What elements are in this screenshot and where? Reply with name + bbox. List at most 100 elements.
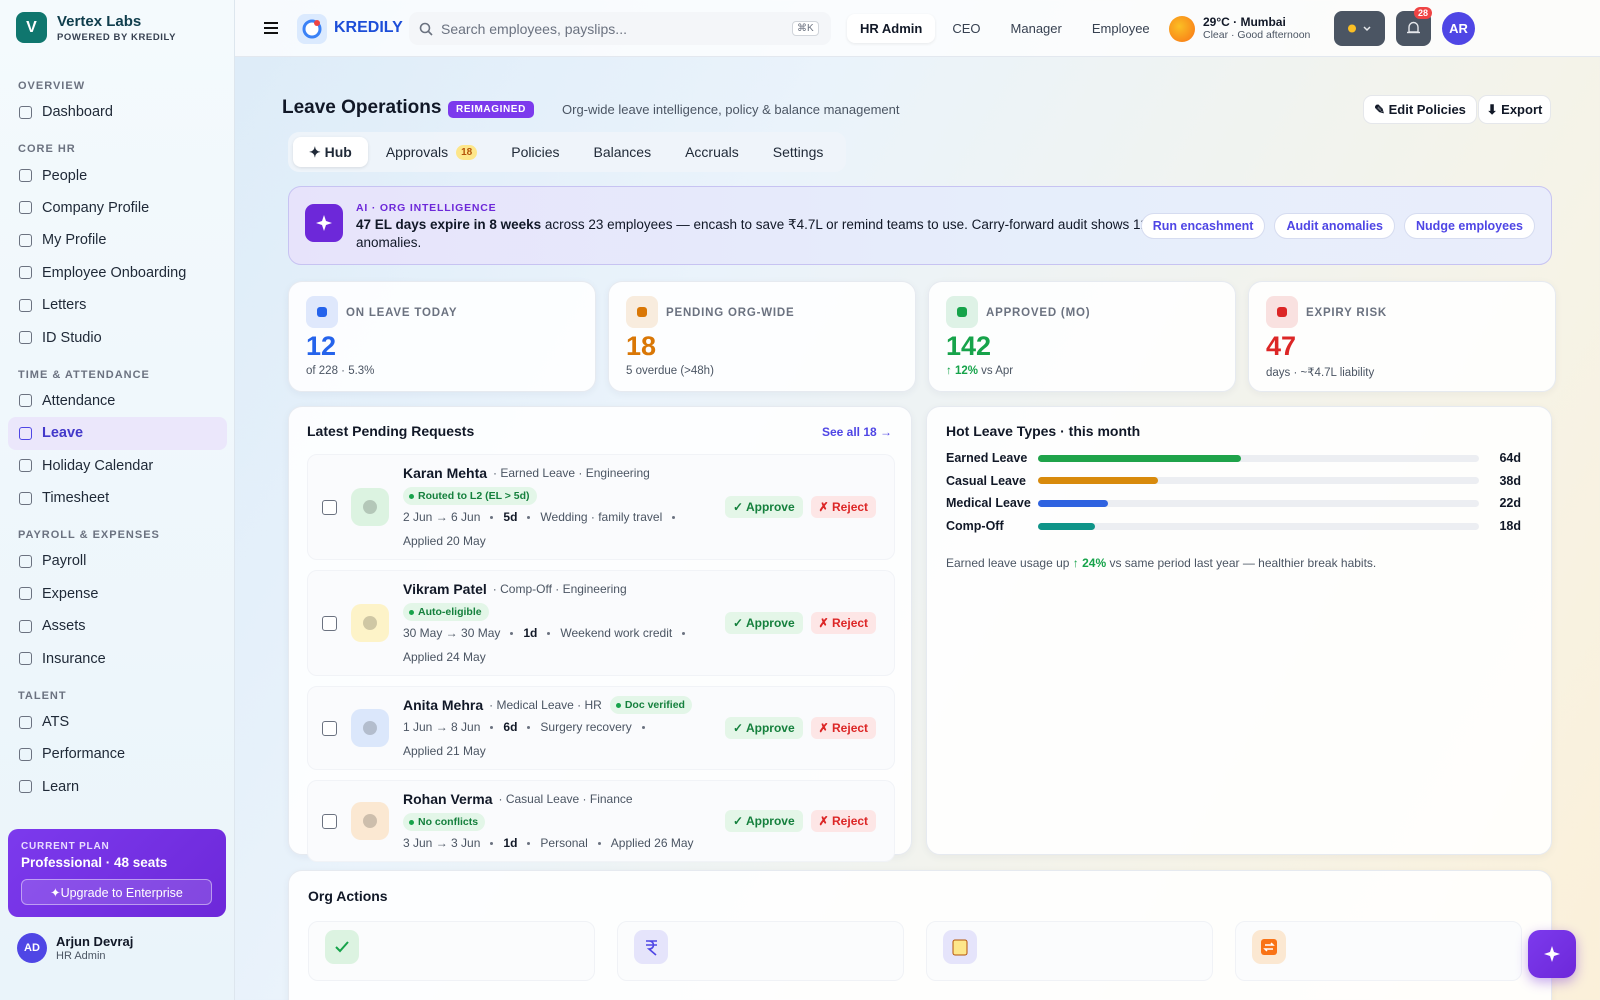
nav-label: Performance	[42, 746, 126, 763]
notifications-button[interactable]: 28	[1396, 7, 1433, 46]
separator	[527, 515, 531, 519]
bell-icon	[1407, 21, 1420, 34]
reject-button[interactable]: ✗ Reject	[810, 496, 877, 518]
request-checkbox[interactable]	[322, 813, 337, 829]
tab[interactable]: Balances	[577, 137, 667, 167]
approve-button[interactable]: ✓ Approve	[725, 496, 803, 518]
user-name: Arjun Devraj	[56, 934, 134, 949]
tab[interactable]: Policies	[495, 137, 575, 167]
org-action-icon	[634, 930, 668, 964]
nav-label: ID Studio	[42, 329, 102, 346]
hot-leave-panel: Hot Leave Types · this month Earned Leav…	[926, 406, 1552, 855]
org-action-card[interactable]	[1235, 921, 1522, 981]
upgrade-button[interactable]: ✦Upgrade to Enterprise	[21, 879, 212, 905]
tab[interactable]: Approvals 18	[370, 137, 493, 167]
request-checkbox[interactable]	[322, 499, 337, 515]
nav-item[interactable]: Dashboard	[8, 96, 227, 128]
role-tab[interactable]: CEO	[952, 21, 981, 36]
request-row: Rohan Verma · Casual Leave · Finance No co…	[307, 780, 895, 862]
kpi-sub: vs Apr	[977, 365, 1014, 377]
brand-name: Vertex Labs	[57, 13, 142, 30]
request-days: 1d	[503, 836, 518, 850]
approve-button[interactable]: ✓ Approve	[725, 612, 803, 634]
nav-item[interactable]: Assets	[8, 610, 227, 642]
nav-item[interactable]: Company Profile	[8, 192, 227, 224]
org-actions-title: Org Actions	[308, 888, 388, 904]
kpi-icon	[946, 296, 978, 328]
see-all-link[interactable]: See all 18 →	[821, 425, 892, 439]
role-tab[interactable]: Employee	[1091, 21, 1150, 36]
request-row: Vikram Patel · Comp-Off · Engineering Auto…	[307, 570, 895, 676]
kpi-icon	[306, 296, 338, 328]
nav-item[interactable]: Expense	[8, 578, 227, 610]
page-title: Leave Operations	[282, 97, 442, 118]
nav-item[interactable]: Attendance	[8, 385, 227, 417]
insight-actions: Run encashment Audit anomalies Nudge emplo…	[1140, 213, 1535, 239]
nav-item[interactable]: Timesheet	[8, 482, 227, 514]
nav-item[interactable]: Learn	[8, 771, 227, 803]
insight-text: 47 EL days expire in 8 weeks across 23 e…	[356, 216, 1156, 252]
nav-icon	[19, 233, 32, 247]
role-tab[interactable]: Manager	[1010, 21, 1062, 36]
nav-item[interactable]: Letters	[8, 289, 227, 321]
search-box[interactable]: Search employees, payslips... ⌘K	[409, 12, 831, 45]
assistant-button[interactable]	[1528, 930, 1576, 978]
role-tab[interactable]: HR Admin	[847, 14, 936, 43]
kpi-value: 47	[1266, 331, 1297, 361]
separator	[510, 631, 514, 635]
note-text: Earned leave usage up	[946, 556, 1073, 570]
nav-icon	[19, 459, 32, 473]
nav: OVERVIEW Dashboard CORE HR People Company Pr…	[0, 76, 235, 822]
theme-button[interactable]	[1334, 11, 1385, 46]
org-action-card[interactable]	[617, 921, 904, 981]
account-avatar[interactable]: AR	[1442, 12, 1475, 45]
nav-item[interactable]: ID Studio	[8, 321, 227, 353]
nav-item[interactable]: Leave	[8, 417, 227, 450]
reject-button[interactable]: ✗ Reject	[810, 717, 877, 739]
separator	[527, 725, 531, 729]
approve-button[interactable]: ✓ Approve	[725, 810, 803, 832]
nav-item[interactable]: People	[8, 159, 227, 191]
insight-action[interactable]: Run encashment	[1140, 213, 1266, 239]
tab[interactable]: Settings	[757, 137, 840, 167]
insight-body: across 23 employees — encash to save ₹4.…	[356, 217, 1148, 250]
org-action-card[interactable]	[926, 921, 1213, 981]
pending-title: Latest Pending Requests	[307, 423, 475, 439]
tab[interactable]: ✦ Hub	[293, 137, 368, 167]
insight-action[interactable]: Nudge employees	[1404, 213, 1535, 239]
request-checkbox[interactable]	[322, 615, 337, 631]
nav-icon	[19, 587, 32, 601]
approve-button[interactable]: ✓ Approve	[725, 717, 803, 739]
kpi-icon-dot	[1277, 307, 1287, 317]
nav-item[interactable]: Performance	[8, 738, 227, 770]
nav-section-title: CORE HR	[18, 143, 76, 156]
nav-item[interactable]: ATS	[8, 706, 227, 738]
nav-item[interactable]: My Profile	[8, 224, 227, 256]
kpi-icon-dot	[317, 307, 327, 317]
weather-summary: 29°C · Mumbai	[1203, 15, 1286, 29]
assistant-icon	[1544, 946, 1560, 962]
kpi-sub-line: 5 overdue (>48h)	[626, 365, 714, 377]
org-action-card[interactable]	[308, 921, 595, 981]
export-button[interactable]: ⬇ Export	[1478, 95, 1551, 124]
request-actions: ✓ Approve ✗ Reject	[725, 810, 877, 832]
tab[interactable]: Accruals	[669, 137, 755, 167]
request-checkbox[interactable]	[322, 720, 337, 736]
reject-button[interactable]: ✗ Reject	[810, 612, 877, 634]
request-title-line: Anita Mehra · Medical Leave · HR Doc verif…	[403, 694, 715, 716]
menu-button[interactable]	[264, 21, 278, 35]
nav-item[interactable]: Payroll	[8, 545, 227, 577]
nav-item[interactable]: Holiday Calendar	[8, 450, 227, 482]
kpi-value: 18	[626, 331, 657, 361]
request-reason: Personal	[540, 836, 588, 850]
edit-policies-button[interactable]: ✎ Edit Policies	[1363, 95, 1477, 124]
tab-label: Settings	[772, 144, 824, 160]
nav-item[interactable]: Insurance	[8, 642, 227, 674]
request-tag: Doc verified	[609, 696, 692, 714]
nav-item[interactable]: Employee Onboarding	[8, 257, 227, 289]
reject-button[interactable]: ✗ Reject	[810, 810, 877, 832]
insight-action[interactable]: Audit anomalies	[1274, 213, 1396, 239]
product-name: KREDILY	[334, 19, 403, 36]
kpi-label: APPROVED (MO)	[986, 307, 1091, 319]
